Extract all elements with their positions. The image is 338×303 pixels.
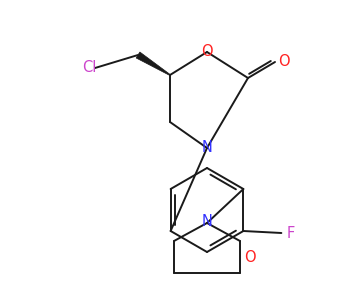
Text: O: O [201, 44, 213, 58]
Text: O: O [278, 54, 290, 68]
Text: F: F [286, 225, 294, 241]
Text: Cl: Cl [82, 61, 96, 75]
Text: N: N [201, 214, 213, 228]
Text: O: O [244, 249, 256, 265]
Text: N: N [201, 141, 213, 155]
Polygon shape [136, 52, 170, 75]
